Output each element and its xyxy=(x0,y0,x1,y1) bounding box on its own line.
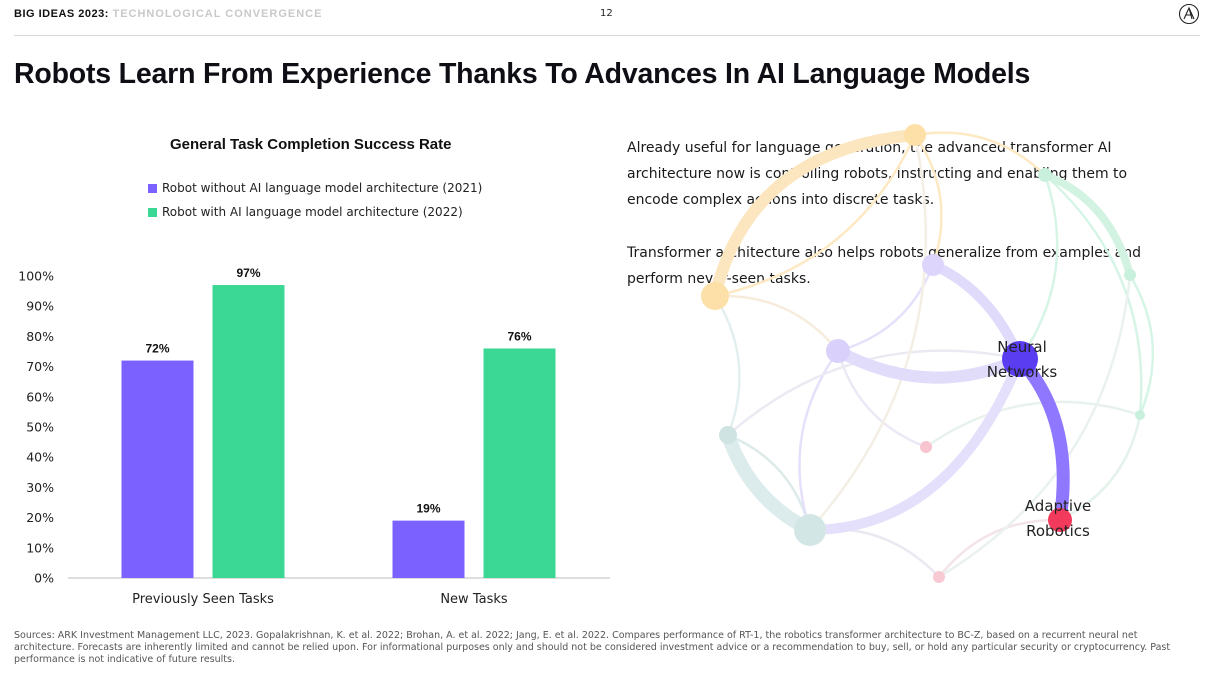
legend-label: Robot with AI language model architectur… xyxy=(162,205,463,219)
network-node xyxy=(1048,508,1072,532)
network-edge xyxy=(714,134,917,298)
network-edge xyxy=(721,432,814,537)
network-edge xyxy=(709,129,916,298)
chart-legend: Robot without AI language model architec… xyxy=(148,176,482,224)
network-node xyxy=(1038,168,1052,182)
brand-bold: BIG IDEAS 2023: xyxy=(14,8,109,20)
data-label: 97% xyxy=(236,266,260,280)
network-edge xyxy=(914,131,1046,176)
network-node xyxy=(826,339,850,363)
page-number: 12 xyxy=(600,8,613,19)
x-tick-label: Previously Seen Tasks xyxy=(132,592,274,607)
network-edge xyxy=(938,274,1132,579)
network-node xyxy=(1124,269,1136,281)
network-node xyxy=(1135,410,1145,420)
network-node xyxy=(933,571,945,583)
legend-swatch-purple xyxy=(148,183,157,193)
y-tick-label: 40% xyxy=(26,450,54,465)
y-tick-label: 30% xyxy=(26,480,54,495)
brand-title: BIG IDEAS 2023: TECHNOLOGICAL CONVERGENC… xyxy=(14,8,322,20)
y-tick-label: 60% xyxy=(26,389,54,404)
network-edge xyxy=(713,295,741,436)
header-divider xyxy=(14,35,1200,36)
x-tick-label: New Tasks xyxy=(440,592,508,607)
y-tick-label: 50% xyxy=(26,420,54,435)
node-label-neural-networks: Neural Networks xyxy=(982,335,1062,385)
y-tick-label: 100% xyxy=(18,269,54,284)
network-edge xyxy=(809,357,1025,535)
y-tick-label: 80% xyxy=(26,329,54,344)
network-edge xyxy=(798,350,840,531)
header: BIG IDEAS 2023: TECHNOLOGICAL CONVERGENC… xyxy=(14,3,1200,36)
bar xyxy=(121,360,194,578)
network-node xyxy=(794,514,826,546)
label-line: Adaptive xyxy=(1024,497,1092,515)
node-label-adaptive-robotics: Adaptive Robotics xyxy=(1018,494,1098,544)
data-label: 76% xyxy=(507,329,531,343)
label-line: Robotics xyxy=(1026,522,1090,540)
network-edge xyxy=(913,134,943,266)
network-node xyxy=(719,426,737,444)
network-edge xyxy=(837,264,935,353)
network-edge xyxy=(714,294,839,352)
data-label: 19% xyxy=(416,502,440,516)
network-edge xyxy=(835,345,1023,384)
legend-item-with-ai: Robot with AI language model architectur… xyxy=(148,200,482,224)
network-edge xyxy=(809,527,940,578)
bar xyxy=(392,520,465,578)
network-edge xyxy=(938,518,1061,578)
network-edge xyxy=(1043,171,1134,277)
network-edge xyxy=(1044,174,1143,416)
ark-logo-icon xyxy=(1178,3,1200,25)
network-node xyxy=(922,254,944,276)
network-edge xyxy=(809,134,928,531)
bar-chart: 0% 10% 20% 30% 40% 50% 60% 70% 80% 90% 100% 72% 97% P… xyxy=(18,266,610,607)
network-node xyxy=(1002,341,1038,377)
brand-subtitle: TECHNOLOGICAL CONVERGENCE xyxy=(112,8,323,20)
sources-footnote: Sources: ARK Investment Management LLC, … xyxy=(14,630,1171,665)
chart-title: General Task Completion Success Rate xyxy=(170,136,452,153)
bar xyxy=(212,285,285,578)
label-line: Networks xyxy=(986,363,1058,381)
network-node xyxy=(920,441,932,453)
network-node xyxy=(904,124,926,146)
legend-item-without-ai: Robot without AI language model architec… xyxy=(148,176,482,200)
legend-label: Robot without AI language model architec… xyxy=(162,181,483,195)
network-edge xyxy=(925,400,1141,449)
label-line: Neural xyxy=(997,338,1047,356)
y-tick-label: 90% xyxy=(26,299,54,314)
page-title: Robots Learn From Experience Thanks To A… xyxy=(14,58,1031,90)
network-edge xyxy=(1128,274,1155,416)
data-label: 72% xyxy=(145,342,169,356)
y-tick-label: 70% xyxy=(26,359,54,374)
y-tick-label: 0% xyxy=(34,571,54,586)
network-edge xyxy=(1018,174,1059,360)
network-node xyxy=(701,282,729,310)
network-edge-highlight xyxy=(1013,352,1070,527)
bar xyxy=(483,348,556,578)
network-edge xyxy=(1059,414,1142,522)
network-graph-illustration xyxy=(701,124,1155,583)
y-tick-label: 20% xyxy=(26,510,54,525)
y-tick-label: 10% xyxy=(26,540,54,555)
legend-swatch-green xyxy=(148,207,157,217)
